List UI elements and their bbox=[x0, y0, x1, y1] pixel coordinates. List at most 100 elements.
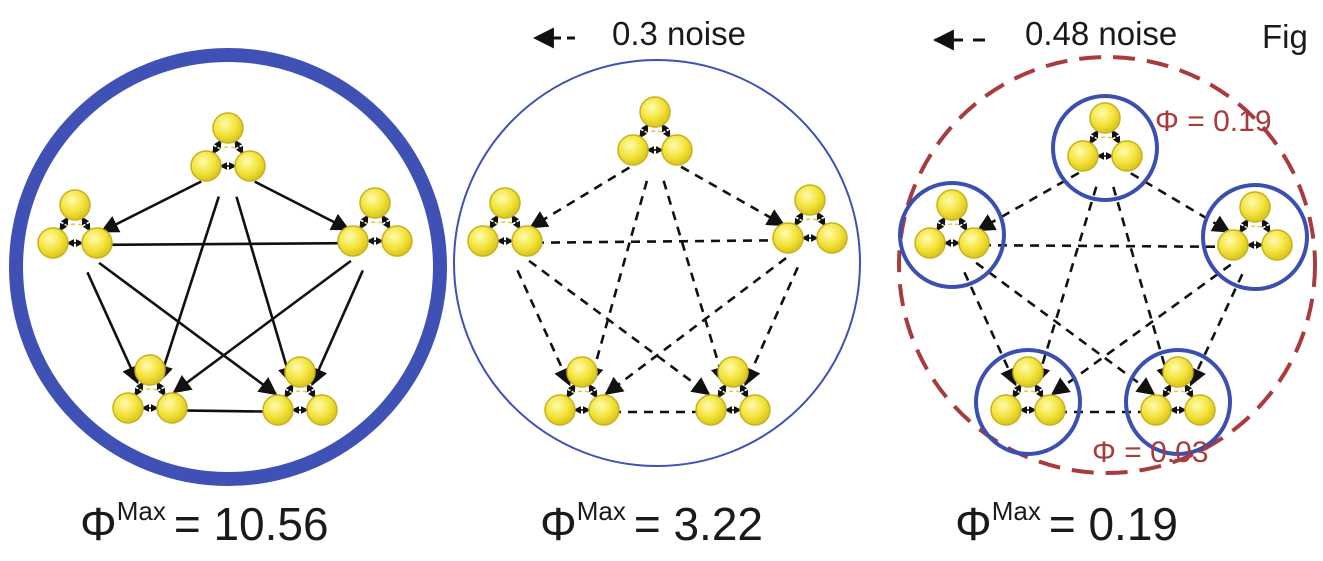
fig-label: Fig bbox=[1262, 18, 1308, 55]
right-cluster-1-node-1 bbox=[914, 227, 946, 259]
caption-right-sup: Max bbox=[992, 496, 1041, 526]
edge-right-2-3 bbox=[1050, 263, 1232, 396]
edge-right-0-3 bbox=[1032, 186, 1098, 386]
cluster-ring-1 bbox=[898, 181, 1006, 289]
right-cluster-3-node-1 bbox=[990, 394, 1022, 426]
right-cluster-4-node-2 bbox=[1184, 394, 1216, 426]
edge-left-0-1 bbox=[100, 180, 202, 233]
middle-cluster-4-node-2 bbox=[739, 394, 771, 426]
svg-text:ΦMax= 3.22: ΦMax = 3.22 bbox=[540, 496, 763, 550]
left-cluster-0-node-0 bbox=[212, 112, 244, 144]
right-cluster-3-node-2 bbox=[1034, 394, 1066, 426]
middle-cluster-4 bbox=[695, 356, 771, 426]
left-cluster-3-node-2 bbox=[156, 392, 188, 424]
middle-cluster-3-node-0 bbox=[566, 356, 598, 388]
edge-right-1-2 bbox=[981, 243, 1226, 249]
left-cluster-4-node-0 bbox=[284, 356, 316, 388]
caption-right-symbol: Φ bbox=[955, 498, 992, 550]
caption-middle-value: = 3.22 bbox=[634, 498, 763, 550]
left-cluster-4-node-1 bbox=[262, 394, 294, 426]
middle-cluster-4-node-1 bbox=[695, 394, 727, 426]
edge-middle-0-1 bbox=[529, 166, 631, 229]
caption-left-symbol: Φ bbox=[80, 498, 117, 550]
cluster-ring-4 bbox=[1124, 348, 1232, 456]
left-cluster-2 bbox=[337, 187, 413, 257]
edge-middle-0-2 bbox=[680, 165, 786, 227]
right-cluster-1-node-2 bbox=[958, 227, 990, 259]
right-cluster-2 bbox=[1217, 191, 1293, 261]
edge-middle-1-2 bbox=[534, 238, 781, 245]
middle-cluster-0-node-0 bbox=[639, 96, 671, 128]
left-cluster-1-node-2 bbox=[81, 227, 113, 259]
edge-middle-0-4 bbox=[662, 180, 729, 386]
edge-right-0-2 bbox=[1130, 172, 1231, 233]
left-cluster-2-node-0 bbox=[359, 187, 391, 219]
edge-middle-1-4 bbox=[528, 259, 711, 396]
edge-left-0-2 bbox=[254, 180, 350, 231]
middle-cluster-1-node-0 bbox=[489, 187, 521, 219]
caption-middle-symbol: Φ bbox=[540, 498, 577, 550]
middle-cluster-0-node-2 bbox=[661, 134, 693, 166]
edge-middle-1-3 bbox=[516, 269, 572, 387]
left-panel-edges bbox=[86, 180, 365, 413]
left-cluster-0-node-2 bbox=[234, 150, 266, 182]
edge-left-0-3 bbox=[155, 196, 221, 384]
cluster-ring-2 bbox=[1201, 183, 1309, 291]
edge-right-1-3 bbox=[963, 271, 1018, 387]
right-cluster-2-node-0 bbox=[1239, 191, 1271, 223]
middle-cluster-3 bbox=[544, 356, 620, 426]
left-cluster-0 bbox=[190, 112, 266, 182]
middle-cluster-0 bbox=[617, 96, 693, 166]
right-cluster-0-node-0 bbox=[1089, 102, 1121, 134]
caption-middle: ΦMax = 3.22 bbox=[540, 496, 763, 550]
edge-right-0-1 bbox=[976, 171, 1080, 232]
left-cluster-3 bbox=[112, 354, 188, 424]
legend-noise-048-label: 0.48 noise bbox=[1025, 15, 1177, 52]
edge-left-0-4 bbox=[235, 196, 296, 385]
edge-left-1-4 bbox=[98, 261, 278, 396]
caption-left: ΦMax = 10.56 bbox=[80, 496, 329, 550]
edge-left-2-4 bbox=[310, 269, 365, 387]
left-cluster-2-node-2 bbox=[381, 225, 413, 257]
middle-cluster-0-node-1 bbox=[617, 134, 649, 166]
middle-cluster-1-node-2 bbox=[511, 225, 543, 257]
right-cluster-0-node-2 bbox=[1111, 140, 1143, 172]
middle-panel-ring bbox=[453, 59, 861, 467]
right-cluster-3 bbox=[990, 356, 1066, 426]
right-cluster-4-node-1 bbox=[1140, 394, 1172, 426]
right-panel-edges bbox=[963, 171, 1244, 414]
edge-left-1-3 bbox=[86, 271, 140, 385]
edge-middle-2-4 bbox=[743, 266, 799, 387]
cluster-ring-0 bbox=[1051, 94, 1159, 202]
right-cluster-4 bbox=[1140, 356, 1216, 426]
edge-right-0-4 bbox=[1112, 186, 1174, 385]
middle-cluster-2-node-1 bbox=[772, 222, 804, 254]
left-cluster-1 bbox=[37, 189, 113, 259]
legend-noise-03: 0.3 noise bbox=[532, 15, 746, 52]
middle-cluster-2 bbox=[772, 184, 848, 254]
middle-panel-edges bbox=[516, 165, 799, 414]
left-cluster-0-node-1 bbox=[190, 150, 222, 182]
legend-noise-03-label: 0.3 noise bbox=[612, 15, 746, 52]
right-cluster-0 bbox=[1067, 102, 1143, 172]
caption-left-value: = 10.56 bbox=[174, 498, 329, 550]
middle-cluster-3-node-1 bbox=[544, 394, 576, 426]
caption-left-sup: Max bbox=[117, 496, 166, 526]
edge-middle-0-3 bbox=[585, 180, 649, 385]
caption-right-value: = 0.19 bbox=[1049, 498, 1178, 550]
edge-right-2-4 bbox=[1189, 273, 1244, 387]
node-clusters bbox=[37, 96, 1293, 426]
left-cluster-1-node-1 bbox=[37, 227, 69, 259]
edge-left-3-4 bbox=[179, 409, 271, 413]
middle-cluster-1 bbox=[467, 187, 543, 257]
middle-cluster-2-node-0 bbox=[794, 184, 826, 216]
cluster-ring-3 bbox=[974, 348, 1082, 456]
right-panel-cluster-rings bbox=[898, 94, 1309, 456]
svg-text:ΦMax= 0.19: ΦMax = 0.19 bbox=[955, 496, 1178, 550]
left-cluster-1-node-0 bbox=[59, 189, 91, 221]
caption-right: ΦMax = 0.19 bbox=[955, 496, 1178, 550]
middle-cluster-4-node-0 bbox=[717, 356, 749, 388]
edge-left-1-2 bbox=[104, 241, 346, 247]
caption-middle-sup: Max bbox=[577, 496, 626, 526]
